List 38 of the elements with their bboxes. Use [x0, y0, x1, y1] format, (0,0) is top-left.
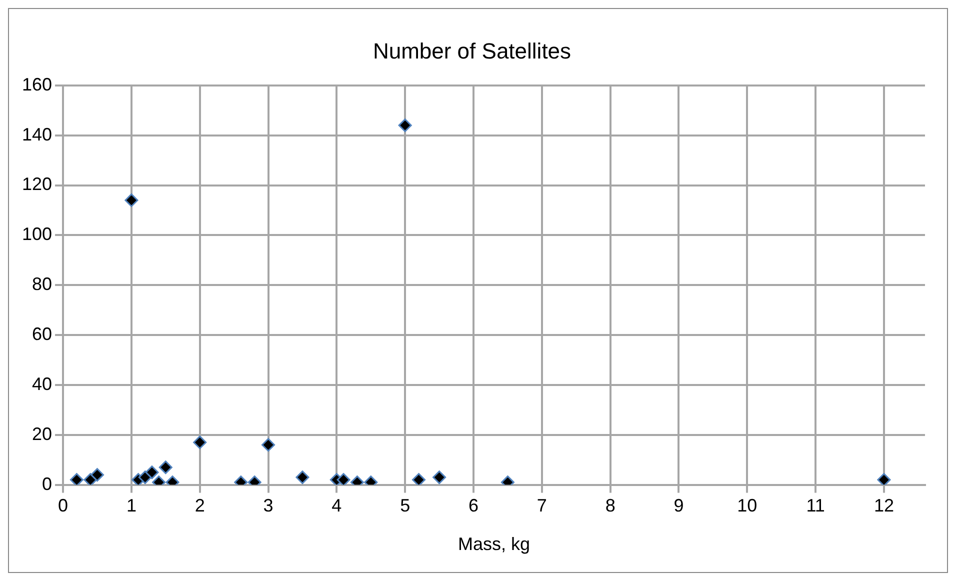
point: [70, 473, 84, 485]
point: [398, 118, 412, 132]
point: [296, 470, 310, 484]
y-tick-label: 120: [22, 174, 52, 194]
y-tick-label: 100: [22, 224, 52, 244]
point: [877, 473, 891, 485]
x-tick-label: 8: [605, 496, 616, 516]
y-tick-label: 160: [22, 74, 52, 94]
y-tick-label: 80: [32, 274, 52, 294]
x-tick-label: 9: [674, 496, 684, 516]
x-tick-label: 10: [737, 496, 758, 516]
point: [158, 460, 172, 474]
y-tick-label: 0: [42, 474, 52, 494]
x-axis-title: Mass, kg: [458, 534, 530, 554]
point: [84, 473, 98, 485]
point: [262, 438, 276, 452]
x-tick-label: 3: [263, 496, 274, 516]
chart-title: Number of Satellites: [372, 38, 572, 64]
point: [124, 193, 138, 207]
y-tick-label: 140: [22, 124, 52, 144]
point: [336, 473, 350, 485]
x-tick-label: 6: [468, 496, 478, 516]
point: [432, 470, 446, 484]
x-tick-label: 12: [874, 496, 894, 516]
x-tick-label: 2: [194, 496, 205, 516]
point: [90, 468, 104, 482]
point: [412, 473, 426, 485]
x-tick-label: 5: [400, 496, 410, 516]
x-tick-label: 4: [332, 496, 342, 516]
y-tick-label: 60: [32, 324, 52, 344]
y-tick-label: 40: [32, 374, 52, 394]
y-tick-label: 20: [32, 424, 52, 444]
point: [145, 466, 159, 480]
x-tick-label: 0: [58, 496, 68, 516]
x-tick-label: 1: [126, 496, 136, 516]
point: [193, 436, 207, 450]
x-tick-label: 11: [806, 496, 825, 516]
x-tick-label: 7: [536, 496, 547, 516]
